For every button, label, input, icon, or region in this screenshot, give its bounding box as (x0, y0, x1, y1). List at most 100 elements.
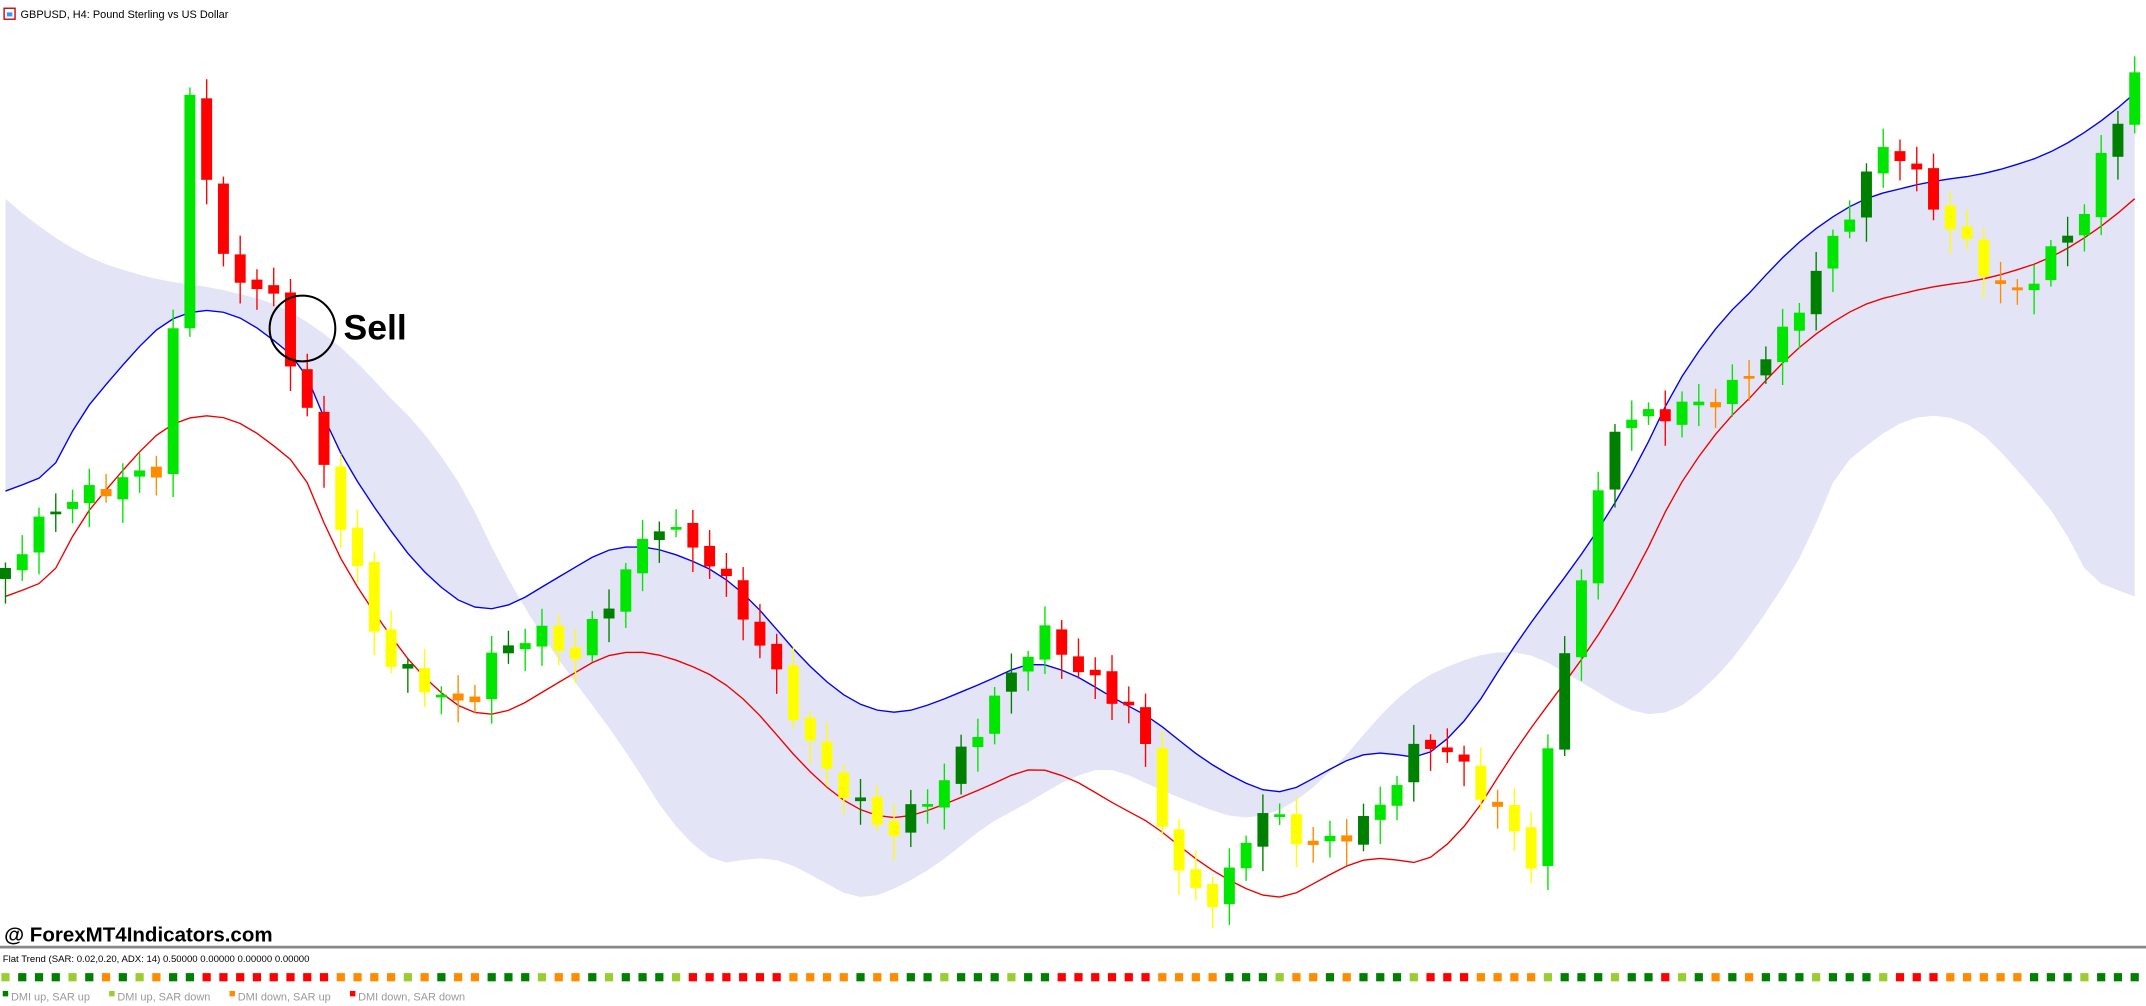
candle-body (1022, 656, 1034, 672)
indicator-square (504, 973, 513, 982)
candle-body (217, 183, 229, 254)
indicator-square (1124, 973, 1133, 982)
indicator-square (1845, 973, 1854, 982)
candle-body (603, 608, 615, 619)
indicator-square (336, 973, 345, 982)
candle-body (1844, 219, 1856, 232)
candle-body (1039, 625, 1051, 660)
indicator-square (621, 973, 630, 982)
indicator-square (135, 973, 144, 982)
candle-body (871, 796, 883, 825)
indicator-square (1694, 973, 1703, 982)
candle-body (1140, 707, 1152, 745)
indicator-square (537, 973, 547, 982)
candle-body (1207, 883, 1219, 908)
indicator-square (1158, 973, 1167, 982)
sell-circle (268, 294, 337, 363)
indicator-square (51, 973, 60, 982)
indicator-square (1510, 973, 1519, 982)
candle-body (184, 94, 196, 329)
candle-body (1676, 401, 1688, 425)
candle-body (435, 694, 447, 698)
candle-body (83, 485, 95, 504)
indicator-square (1459, 973, 1469, 982)
candle-body (1860, 171, 1872, 218)
indicator-square (1744, 973, 1754, 982)
candle-body (1592, 490, 1604, 584)
indicator-square (1812, 973, 1821, 982)
indicator-square (286, 973, 295, 982)
candle-body (368, 561, 380, 632)
indicator-square (236, 973, 245, 982)
candle-body (754, 621, 766, 646)
indicator-square (68, 973, 77, 982)
candle-body (1961, 226, 1973, 239)
candle-body (2078, 213, 2090, 236)
indicator-square (1057, 973, 1066, 982)
indicator-square (219, 973, 228, 982)
indicator-square (521, 973, 530, 982)
indicator-square (655, 973, 664, 982)
indicator-square (2080, 973, 2089, 982)
candle-body (737, 580, 749, 620)
indicator-square (722, 973, 731, 982)
indicator-square (487, 973, 496, 982)
candle-body (586, 619, 598, 656)
indicator-square (957, 973, 966, 982)
candle-body (1609, 431, 1621, 490)
indicator-square (454, 973, 463, 982)
candle-body (536, 625, 548, 647)
legend-label: DMI up, SAR down (117, 991, 210, 1003)
candle-body (1408, 743, 1420, 783)
candle-body (972, 736, 984, 748)
indicator-square (1527, 973, 1536, 982)
candle-body (821, 741, 833, 769)
indicator-square (1191, 973, 1200, 982)
candle-body (1257, 813, 1269, 847)
candle-body (1995, 280, 2007, 285)
candle-body (167, 328, 179, 475)
candle-body (2112, 123, 2124, 157)
indicator-square (990, 973, 999, 982)
indicator-square (470, 973, 480, 982)
indicator-square (739, 973, 748, 982)
indicator-square (1007, 973, 1016, 982)
indicator-square (604, 973, 614, 982)
indicator-square (1627, 973, 1636, 982)
candle-body (1290, 814, 1302, 845)
candle-body (1525, 827, 1537, 869)
indicator-square (1, 973, 10, 982)
indicator-square (1174, 973, 1184, 982)
indicator-square (1728, 973, 1737, 982)
window-icon-inner (6, 12, 13, 17)
indicator-square (1309, 973, 1318, 982)
indicator-square (1275, 973, 1284, 982)
candle-body (1978, 239, 1990, 277)
candle-body (1659, 409, 1671, 422)
indicator-square (152, 973, 161, 982)
candle-body (502, 645, 514, 654)
candle-body (419, 668, 431, 693)
indicator-square (1225, 973, 1234, 982)
indicator-square (1912, 973, 1921, 982)
candle-body (637, 538, 649, 574)
candle-body (1106, 671, 1118, 704)
window-title: GBPUSD, H4: Pound Sterling vs US Dollar (21, 9, 229, 21)
candle-body (787, 665, 799, 721)
legend-swatch (2, 990, 9, 997)
candle-body (2129, 72, 2141, 125)
indicator-square (2130, 973, 2139, 982)
indicator-square (370, 973, 379, 982)
indicator-square (202, 973, 211, 982)
candle-body (1643, 409, 1654, 417)
indicator-square (1107, 973, 1117, 982)
indicator-square (1040, 973, 1050, 982)
indicator-square (319, 973, 329, 982)
candle-body (670, 527, 682, 530)
indicator-square (1258, 973, 1268, 982)
indicator-square (873, 973, 882, 982)
candle-body (1475, 765, 1487, 800)
indicator-square (2046, 973, 2055, 982)
